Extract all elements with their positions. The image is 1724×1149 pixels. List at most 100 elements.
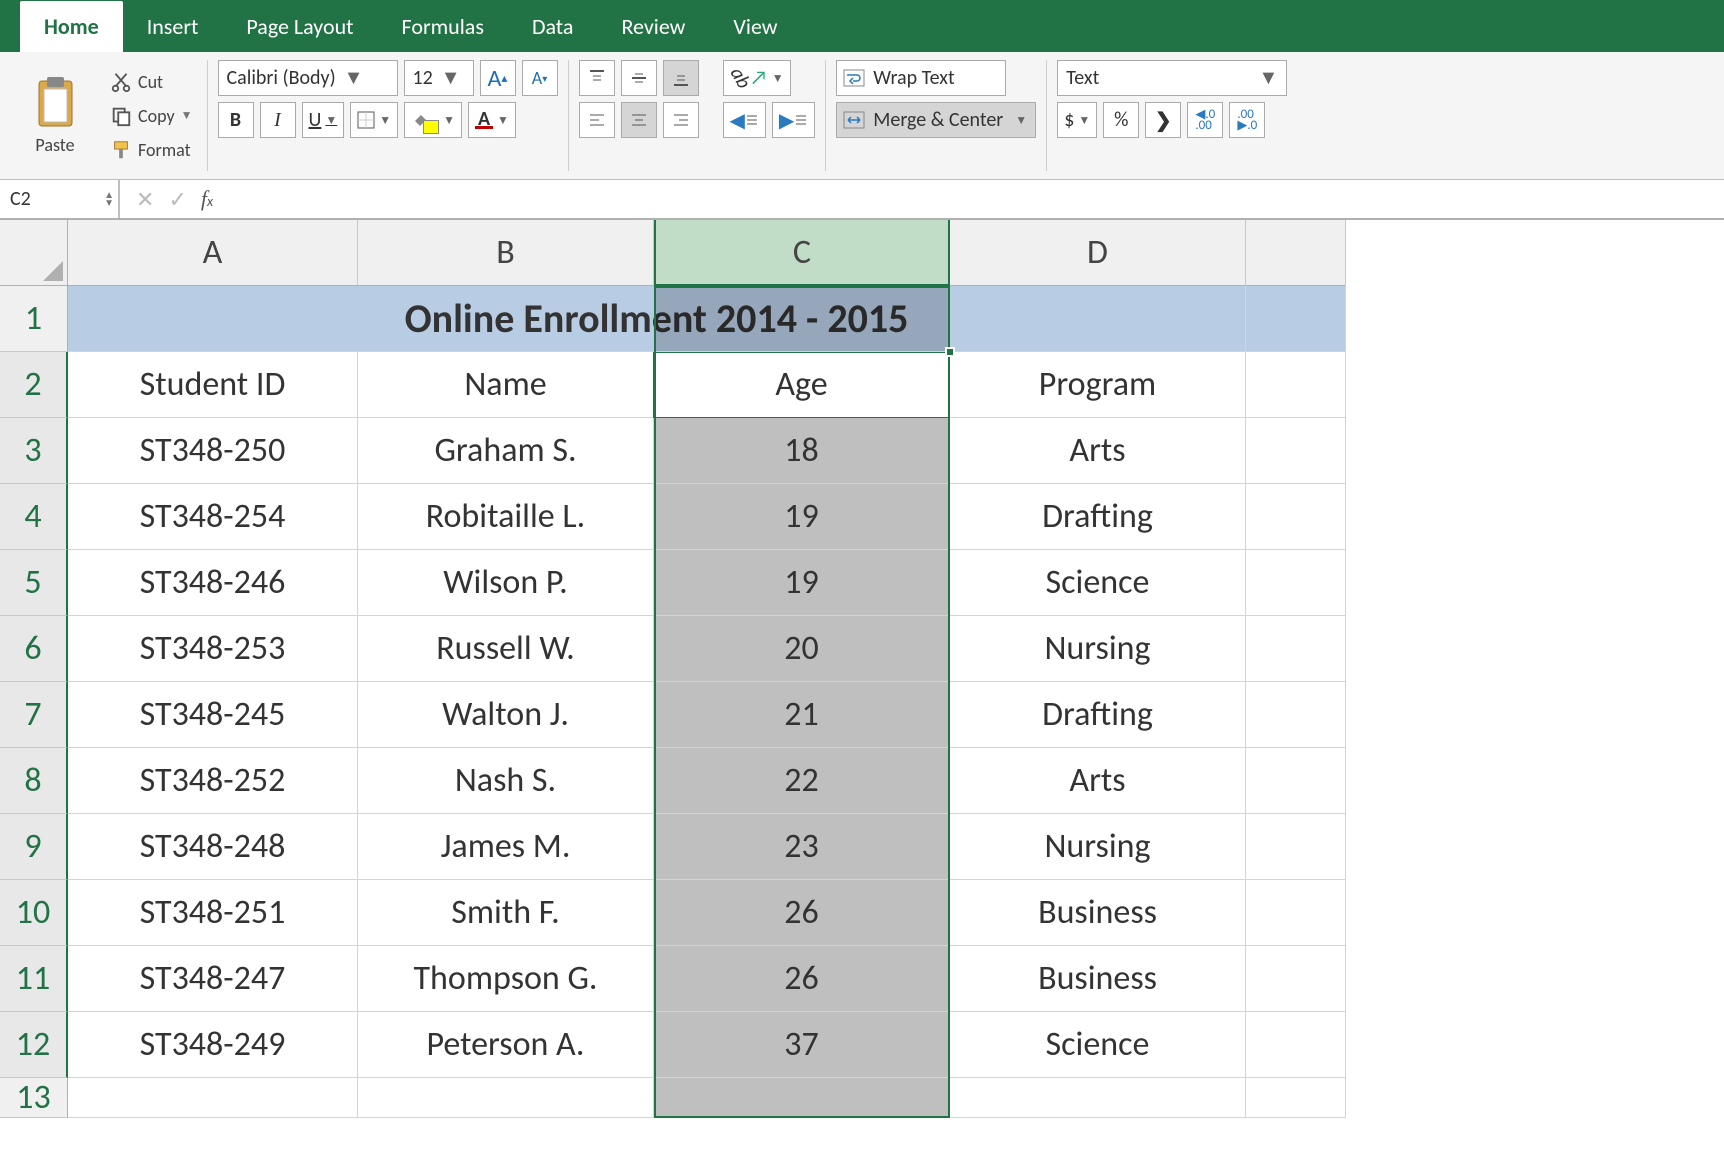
cell-D9[interactable]: Nursing (950, 814, 1246, 880)
cell-extra-8[interactable] (1246, 748, 1346, 814)
cell-A13[interactable] (68, 1078, 358, 1118)
column-header-B[interactable]: B (358, 220, 654, 286)
tab-insert[interactable]: Insert (123, 1, 223, 52)
enter-icon[interactable]: ✓ (168, 186, 186, 213)
tab-review[interactable]: Review (597, 1, 709, 52)
row-header-11[interactable]: 11 (0, 946, 68, 1012)
column-header-D[interactable]: D (950, 220, 1246, 286)
cell-D6[interactable]: Nursing (950, 616, 1246, 682)
tab-page-layout[interactable]: Page Layout (222, 1, 377, 52)
cell-D10[interactable]: Business (950, 880, 1246, 946)
cell-A7[interactable]: ST348-245 (68, 682, 358, 748)
formula-input[interactable] (229, 180, 1724, 218)
tab-formulas[interactable]: Formulas (378, 1, 508, 52)
cell-A6[interactable]: ST348-253 (68, 616, 358, 682)
cell-C3[interactable]: 18 (654, 418, 950, 484)
cell-B4[interactable]: Robitaille L. (358, 484, 654, 550)
row-header-4[interactable]: 4 (0, 484, 68, 550)
tab-data[interactable]: Data (508, 1, 598, 52)
cell-B11[interactable]: Thompson G. (358, 946, 654, 1012)
row-header-8[interactable]: 8 (0, 748, 68, 814)
select-all-corner[interactable] (0, 220, 68, 286)
spinner-icon[interactable]: ▲▼ (104, 191, 114, 207)
increase-indent-button[interactable]: ▶ (772, 102, 815, 138)
row-header-9[interactable]: 9 (0, 814, 68, 880)
comma-button[interactable]: ❯ (1145, 102, 1181, 138)
row-header-2[interactable]: 2 (0, 352, 68, 418)
border-button[interactable]: ▼ (350, 102, 398, 138)
column-header-A[interactable]: A (68, 220, 358, 286)
column-header-C[interactable]: C (654, 220, 950, 286)
cell-C5[interactable]: 19 (654, 550, 950, 616)
cell-extra-3[interactable] (1246, 418, 1346, 484)
cell-A10[interactable]: ST348-251 (68, 880, 358, 946)
cell-D11[interactable]: Business (950, 946, 1246, 1012)
fx-icon[interactable]: fx (201, 186, 213, 212)
title-cell[interactable]: Online Enrollment 2014 - 2015 (68, 286, 1246, 352)
align-center-button[interactable] (621, 102, 657, 138)
cell-extra-7[interactable] (1246, 682, 1346, 748)
cell-extra-13[interactable] (1246, 1078, 1346, 1118)
cell-D5[interactable]: Science (950, 550, 1246, 616)
cell-B12[interactable]: Peterson A. (358, 1012, 654, 1078)
cell-extra-12[interactable] (1246, 1012, 1346, 1078)
cell-extra-5[interactable] (1246, 550, 1346, 616)
fill-color-button[interactable]: ▼ (404, 102, 462, 138)
align-top-button[interactable] (579, 60, 615, 96)
cell-C4[interactable]: 19 (654, 484, 950, 550)
increase-decimal-button[interactable]: ◀.0.00 (1187, 102, 1223, 138)
cell-D4[interactable]: Drafting (950, 484, 1246, 550)
cell-extra-1[interactable] (1246, 286, 1346, 352)
align-left-button[interactable] (579, 102, 615, 138)
decrease-font-button[interactable]: A▾ (522, 60, 558, 96)
wrap-text-button[interactable]: Wrap Text (836, 60, 1006, 96)
cancel-icon[interactable]: ✕ (136, 186, 154, 213)
cell-B10[interactable]: Smith F. (358, 880, 654, 946)
font-size-select[interactable]: 12▼ (404, 60, 474, 96)
row-header-7[interactable]: 7 (0, 682, 68, 748)
tab-home[interactable]: Home (20, 1, 123, 52)
cell-C10[interactable]: 26 (654, 880, 950, 946)
cell-A4[interactable]: ST348-254 (68, 484, 358, 550)
align-right-button[interactable] (663, 102, 699, 138)
cell-C12[interactable]: 37 (654, 1012, 950, 1078)
decrease-indent-button[interactable]: ◀ (723, 102, 766, 138)
cell-C13[interactable] (654, 1078, 950, 1118)
cell-D2[interactable]: Program (950, 352, 1246, 418)
number-format-select[interactable]: Text▼ (1057, 60, 1287, 96)
cell-D3[interactable]: Arts (950, 418, 1246, 484)
cell-D13[interactable] (950, 1078, 1246, 1118)
format-painter-button[interactable]: Format (106, 137, 197, 163)
cell-B3[interactable]: Graham S. (358, 418, 654, 484)
row-header-10[interactable]: 10 (0, 880, 68, 946)
cell-B5[interactable]: Wilson P. (358, 550, 654, 616)
copy-button[interactable]: Copy ▼ (106, 103, 197, 129)
row-header-6[interactable]: 6 (0, 616, 68, 682)
cell-B9[interactable]: James M. (358, 814, 654, 880)
cell-grid[interactable]: Online Enrollment 2014 - 2015Student IDN… (68, 286, 1346, 1118)
cell-C9[interactable]: 23 (654, 814, 950, 880)
cell-C8[interactable]: 22 (654, 748, 950, 814)
cell-extra-9[interactable] (1246, 814, 1346, 880)
cell-A11[interactable]: ST348-247 (68, 946, 358, 1012)
row-header-12[interactable]: 12 (0, 1012, 68, 1078)
cell-extra-2[interactable] (1246, 352, 1346, 418)
underline-button[interactable]: U▼ (302, 102, 345, 138)
align-middle-button[interactable] (621, 60, 657, 96)
cell-B13[interactable] (358, 1078, 654, 1118)
cell-extra-10[interactable] (1246, 880, 1346, 946)
cell-B8[interactable]: Nash S. (358, 748, 654, 814)
cell-D7[interactable]: Drafting (950, 682, 1246, 748)
cell-C2[interactable]: Age (654, 352, 950, 418)
italic-button[interactable]: I (260, 102, 296, 138)
align-bottom-button[interactable] (663, 60, 699, 96)
cell-C11[interactable]: 26 (654, 946, 950, 1012)
row-header-1[interactable]: 1 (0, 286, 68, 352)
font-name-select[interactable]: Calibri (Body)▼ (218, 60, 398, 96)
cell-C6[interactable]: 20 (654, 616, 950, 682)
cut-button[interactable]: Cut (106, 69, 197, 95)
cell-D12[interactable]: Science (950, 1012, 1246, 1078)
decrease-decimal-button[interactable]: .00▶.0 (1229, 102, 1265, 138)
paste-button[interactable]: Paste (20, 75, 90, 156)
font-color-button[interactable]: A ▼ (468, 102, 516, 138)
